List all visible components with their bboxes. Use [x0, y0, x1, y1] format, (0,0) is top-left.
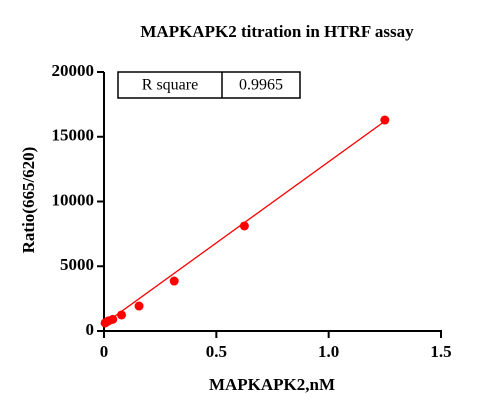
- annotation-label: R square: [142, 77, 198, 94]
- x-tick-label: 0.5: [206, 342, 227, 361]
- y-tick-label: 15000: [52, 126, 95, 145]
- x-tick-label: 1.5: [430, 342, 451, 361]
- data-point: [380, 115, 390, 125]
- y-tick-label: 0: [86, 320, 95, 339]
- data-point: [117, 310, 127, 320]
- y-axis-label: Ratio(665/620): [19, 147, 38, 254]
- data-point: [134, 301, 144, 311]
- annotation-box: [117, 71, 301, 99]
- x-axis-label: MAPKAPK2,nM: [209, 375, 335, 394]
- y-tick-label: 10000: [52, 190, 95, 209]
- x-tick-label: 0: [100, 342, 109, 361]
- y-tick-label: 20000: [52, 61, 95, 80]
- data-point: [100, 318, 110, 328]
- data-point: [239, 221, 249, 231]
- data-point: [169, 276, 179, 286]
- y-tick-label: 5000: [60, 255, 94, 274]
- chart-title: MAPKAPK2 titration in HTRF assay: [140, 22, 414, 41]
- x-tick-label: 1.0: [318, 342, 339, 361]
- annotation-value: 0.9965: [239, 77, 283, 94]
